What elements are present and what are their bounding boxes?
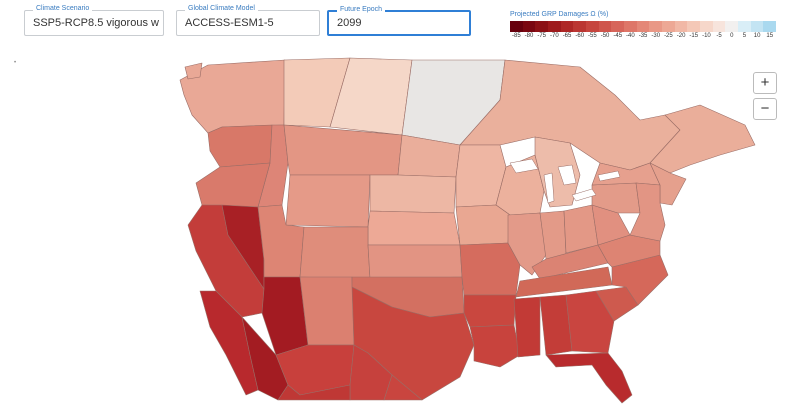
legend-tick: -25 <box>664 33 673 39</box>
region-south-dakota[interactable] <box>369 174 457 214</box>
legend-swatch <box>750 21 764 32</box>
climate-model-select[interactable]: Global Climate Model ACCESS-ESM1-5 <box>176 4 320 36</box>
region-arkansas[interactable] <box>463 294 517 328</box>
region-georgia[interactable] <box>565 290 615 354</box>
region-durango[interactable] <box>277 384 351 401</box>
map-artifact-dot: • <box>14 60 17 66</box>
legend-tick-labels: -85 -80 -75 -70 -65 -60 -55 -50 -45 -40 -35 -30 -25-… <box>510 33 776 39</box>
climate-scenario-value: SSP5-RCP8.5 vigorous warmi <box>33 17 159 29</box>
region-new-mexico[interactable] <box>299 276 355 346</box>
future-epoch-label: Future Epoch <box>337 5 386 14</box>
region-oregon[interactable] <box>195 162 271 208</box>
region-colorado[interactable] <box>299 226 371 280</box>
region-missouri[interactable] <box>459 242 521 296</box>
legend-tick: 10 <box>753 33 761 39</box>
region-washington[interactable] <box>207 124 273 168</box>
legend-swatch <box>522 21 536 32</box>
region-nuevo-leon[interactable] <box>383 374 423 401</box>
legend-swatch <box>738 21 751 32</box>
zoom-in-button[interactable]: + <box>753 72 777 94</box>
legend-tick: -45 <box>613 33 623 39</box>
great-lakes <box>509 158 621 204</box>
climate-scenario-label: Climate Scenario <box>33 4 93 13</box>
region-nebraska[interactable] <box>367 210 461 246</box>
legend-swatch <box>674 21 688 32</box>
future-epoch-value: 2099 <box>337 17 362 29</box>
legend-tick: -55 <box>588 33 597 39</box>
lake-shape[interactable] <box>557 164 577 186</box>
legend-swatch <box>624 21 637 32</box>
legend-tick: -65 <box>562 33 572 39</box>
region-canada-maritime[interactable] <box>649 104 756 174</box>
legend-swatch <box>510 21 523 32</box>
region-mississippi[interactable] <box>513 296 541 358</box>
region-kansas[interactable] <box>367 244 463 280</box>
legend-tick: -5 <box>716 33 722 39</box>
lake-shape[interactable] <box>597 170 621 182</box>
region-wyoming[interactable] <box>285 174 371 228</box>
legend-color-bar <box>510 21 777 32</box>
legend-swatch <box>649 21 663 32</box>
lake-shape[interactable] <box>571 188 597 202</box>
region-mid-atlantic[interactable] <box>629 182 666 242</box>
legend-swatch <box>535 21 549 32</box>
legend-swatch <box>586 21 599 32</box>
legend-tick: -30 <box>651 33 661 39</box>
choropleth-map[interactable] <box>160 55 800 405</box>
legend-swatch <box>763 21 777 32</box>
legend-tick: -80 <box>524 33 534 39</box>
legend-tick: -70 <box>550 33 559 39</box>
legend-tick: -15 <box>689 33 699 39</box>
legend-swatch <box>712 21 726 32</box>
legend-swatch <box>573 21 587 32</box>
legend-swatch <box>662 21 675 32</box>
legend-tick: -75 <box>537 33 547 39</box>
lake-shape[interactable] <box>509 158 539 174</box>
legend-swatch <box>725 21 739 32</box>
damage-legend: Projected GRP Damages Ω (%) -85 -80 -75 -70… <box>510 10 777 39</box>
region-louisiana[interactable] <box>469 324 521 368</box>
legend-swatch <box>598 21 612 32</box>
map-canvas[interactable] <box>160 55 800 405</box>
zoom-out-button[interactable]: − <box>753 98 777 120</box>
lake-shape[interactable] <box>543 172 555 204</box>
region-iowa[interactable] <box>455 204 511 246</box>
legend-tick: -40 <box>626 33 635 39</box>
legend-swatch <box>636 21 650 32</box>
legend-tick: -50 <box>600 33 610 39</box>
region-canada-nw-island[interactable] <box>184 62 203 80</box>
region-florida[interactable] <box>545 352 633 404</box>
legend-tick: 0 <box>730 33 734 39</box>
climate-scenario-select[interactable]: Climate Scenario SSP5-RCP8.5 vigorous wa… <box>24 4 164 36</box>
legend-swatch <box>548 21 561 32</box>
legend-tick: -35 <box>638 33 648 39</box>
legend-tick: -60 <box>575 33 585 39</box>
legend-tick: 5 <box>742 33 747 39</box>
legend-tick: -20 <box>676 33 686 39</box>
legend-tick: -10 <box>702 33 711 39</box>
legend-swatch <box>611 21 625 32</box>
legend-swatch <box>687 21 701 32</box>
future-epoch-input[interactable]: Future Epoch 2099 <box>327 5 471 36</box>
legend-title: Projected GRP Damages Ω (%) <box>510 11 609 18</box>
legend-swatch <box>560 21 574 32</box>
legend-tick: -85 <box>512 33 521 39</box>
climate-model-label: Global Climate Model <box>185 4 258 13</box>
legend-swatch <box>700 21 713 32</box>
climate-model-value: ACCESS-ESM1-5 <box>185 17 274 29</box>
legend-tick: 15 <box>766 33 774 39</box>
